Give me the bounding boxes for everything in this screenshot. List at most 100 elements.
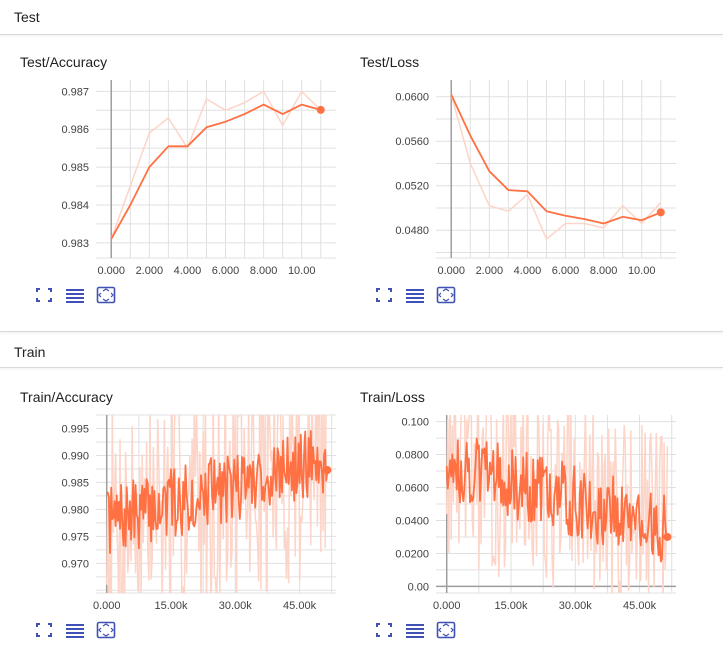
y-tick-label: 0.00 xyxy=(408,581,429,593)
fit-domain-icon xyxy=(436,621,456,639)
y-tick-label: 0.0600 xyxy=(395,92,429,104)
x-tick-label: 45.00k xyxy=(623,600,657,612)
y-tick-label: 0.985 xyxy=(61,162,89,174)
y-tick-label: 0.980 xyxy=(61,504,89,516)
y-tick-label: 0.983 xyxy=(61,238,89,250)
series-line-smoothed xyxy=(450,94,662,225)
plot-area xyxy=(105,415,329,593)
chart-title: Train/Accuracy xyxy=(20,389,113,405)
list-button[interactable] xyxy=(65,286,85,304)
y-tick-label: 0.985 xyxy=(61,477,89,489)
group-header-train[interactable]: Train xyxy=(0,331,723,368)
list-button[interactable] xyxy=(405,621,425,639)
y-tick-label: 0.100 xyxy=(401,417,429,429)
x-tick-label: 10.00 xyxy=(628,265,656,277)
fit-domain-icon xyxy=(436,286,456,304)
x-tick-label: 0.000 xyxy=(93,600,121,612)
fit-domain-button[interactable] xyxy=(436,621,456,639)
y-tick-label: 0.995 xyxy=(61,423,89,435)
y-tick-label: 0.970 xyxy=(61,558,89,570)
x-tick-label: 45.00k xyxy=(283,600,317,612)
fit-domain-button[interactable] xyxy=(96,286,116,304)
x-tick-label: 8.000 xyxy=(590,265,618,277)
y-tick-label: 0.984 xyxy=(61,200,89,212)
group-title: Train xyxy=(14,344,46,360)
fit-domain-icon xyxy=(96,286,116,304)
series-line-raw xyxy=(445,415,669,593)
y-tick-label: 0.986 xyxy=(61,124,89,136)
y-tick-label: 0.0480 xyxy=(395,225,429,237)
x-tick-label: 0.000 xyxy=(437,265,465,277)
x-tick-label: 15.00k xyxy=(154,600,188,612)
group-header-test[interactable]: Test xyxy=(0,0,723,35)
chart-title: Train/Loss xyxy=(360,389,425,405)
y-tick-label: 0.975 xyxy=(61,531,89,543)
chart-test-accuracy[interactable]: 0.000 2.000 4.000 6.000 8.000 10.00 0.983 0.984… xyxy=(14,74,354,284)
series-last-point xyxy=(316,105,325,114)
list-icon xyxy=(66,624,84,638)
series-last-point xyxy=(663,532,672,541)
y-tick-label: 0.0800 xyxy=(395,450,429,462)
series-line-smoothed xyxy=(110,103,322,240)
chart-card-train-loss: Train/Loss 0.000 15.00k 30.00k 45.00k 0.00 0.… xyxy=(354,389,694,669)
x-tick-label: 8.000 xyxy=(250,265,278,277)
series-line-raw xyxy=(110,90,322,240)
fit-domain-button[interactable] xyxy=(436,286,456,304)
y-tick-label: 0.0200 xyxy=(395,548,429,560)
chart-train-accuracy[interactable]: 0.000 15.00k 30.00k 45.00k 0.970 0.975 0.980 0.… xyxy=(14,409,354,619)
fit-domain-icon xyxy=(96,621,116,639)
list-icon xyxy=(406,624,424,638)
y-tick-label: 0.987 xyxy=(61,86,89,98)
x-tick-label: 6.000 xyxy=(552,265,580,277)
series-line-smoothed xyxy=(445,437,668,563)
expand-icon xyxy=(376,288,392,302)
y-tick-label: 0.0600 xyxy=(395,483,429,495)
series-last-point xyxy=(656,208,665,217)
expand-button[interactable] xyxy=(374,286,394,304)
divider xyxy=(0,331,723,332)
list-button[interactable] xyxy=(65,621,85,639)
expand-button[interactable] xyxy=(34,621,54,639)
chart-test-loss[interactable]: 0.000 2.000 4.000 6.000 8.000 10.00 0.0480 0.05… xyxy=(354,74,694,284)
chart-title: Test/Accuracy xyxy=(20,54,108,70)
y-tick-label: 0.0520 xyxy=(395,181,429,193)
x-tick-label: 0.000 xyxy=(433,600,461,612)
expand-button[interactable] xyxy=(34,286,54,304)
group-title: Test xyxy=(14,9,40,25)
x-tick-label: 4.000 xyxy=(514,265,542,277)
fit-domain-button[interactable] xyxy=(96,621,116,639)
expand-icon xyxy=(36,288,52,302)
series-last-point xyxy=(323,466,332,475)
y-tick-label: 0.0560 xyxy=(395,136,429,148)
divider xyxy=(0,367,723,368)
x-tick-label: 2.000 xyxy=(476,265,504,277)
y-tick-label: 0.990 xyxy=(61,450,89,462)
list-icon xyxy=(66,289,84,303)
chart-card-train-accuracy: Train/Accuracy 0.000 15.00k 30.00k 45.00k 0.… xyxy=(14,389,354,669)
y-tick-label: 0.0400 xyxy=(395,515,429,527)
series-line-raw xyxy=(450,94,662,240)
x-tick-label: 10.00 xyxy=(288,265,316,277)
chart-card-test-loss: Test/Loss 0.000 2.000 4.000 6.000 8.000 10.00… xyxy=(354,54,694,334)
expand-button[interactable] xyxy=(374,621,394,639)
x-tick-label: 15.00k xyxy=(494,600,528,612)
plot-area xyxy=(450,94,662,240)
chart-train-loss[interactable]: 0.000 15.00k 30.00k 45.00k 0.00 0.0200 0.0400 0… xyxy=(354,409,694,619)
x-tick-label: 2.000 xyxy=(136,265,164,277)
x-tick-label: 6.000 xyxy=(212,265,240,277)
divider xyxy=(0,34,723,35)
chart-card-test-accuracy: Test/Accuracy 0.000 2.000 4.000 6.000 8.000 1… xyxy=(14,54,354,334)
list-button[interactable] xyxy=(405,286,425,304)
chart-title: Test/Loss xyxy=(360,54,420,70)
x-tick-label: 30.00k xyxy=(219,600,253,612)
plot-area xyxy=(445,415,669,593)
series-line-smoothed xyxy=(106,430,329,555)
grid xyxy=(96,80,336,259)
x-tick-label: 4.000 xyxy=(174,265,202,277)
x-tick-label: 0.000 xyxy=(97,265,125,277)
expand-icon xyxy=(376,623,392,637)
expand-icon xyxy=(36,623,52,637)
list-icon xyxy=(406,289,424,303)
plot-area xyxy=(110,90,322,240)
x-tick-label: 30.00k xyxy=(559,600,593,612)
